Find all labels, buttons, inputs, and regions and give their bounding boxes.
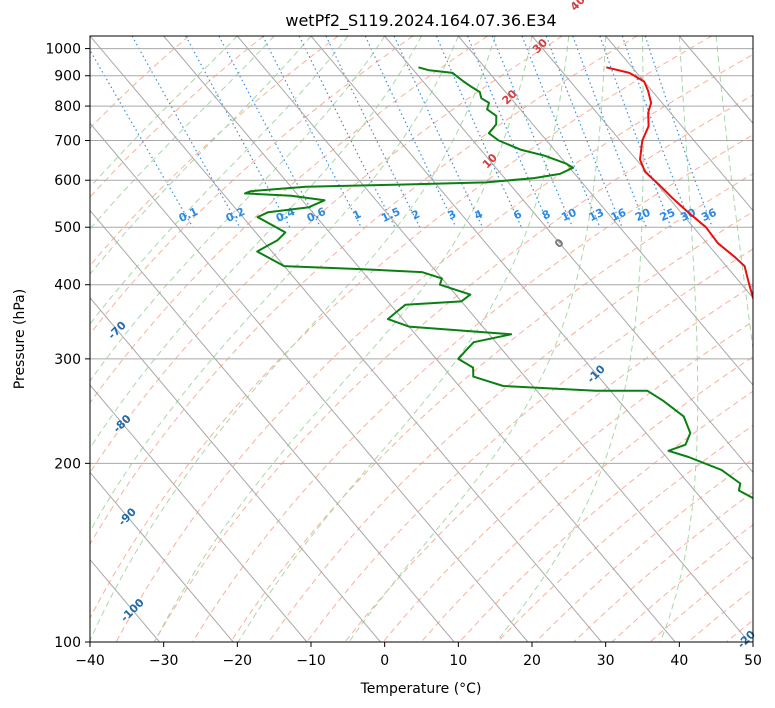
dry-adiabat — [153, 94, 753, 642]
y-tick-label: 100 — [54, 635, 81, 651]
x-tick-label: −10 — [296, 653, 326, 669]
isotherm — [90, 297, 381, 642]
x-tick-label: −30 — [149, 653, 179, 669]
y-tick-label: 700 — [54, 133, 81, 149]
mixing-ratio-line — [325, 36, 421, 228]
plot-frame — [89, 35, 754, 643]
profile-lines — [244, 66, 753, 500]
x-tick-label: 20 — [523, 653, 541, 669]
dry-adiabat — [90, 36, 190, 129]
dry-adiabat — [459, 390, 753, 642]
dry-adiabat — [192, 134, 753, 642]
y-axis: 100 200 300 400 500 600 700 800 900 1000 — [45, 42, 90, 651]
mixing-ratio-line — [572, 36, 647, 228]
dry-adiabat — [90, 36, 712, 620]
plot-area: 0.1 0.2 0.4 0.6 1 1.5 2 3 4 6 8 10 13 16 20 25 30 36-100-… — [89, 0, 758, 651]
moist-adiabat — [90, 36, 422, 450]
x-tick-label: 50 — [744, 653, 762, 669]
isotherm — [163, 36, 676, 642]
x-tick-label: 40 — [670, 653, 688, 669]
mixing-ratio-label: 36 — [699, 206, 719, 224]
dry-adiabat — [90, 36, 488, 404]
dry-adiabat — [115, 53, 753, 642]
x-tick-label: −40 — [75, 653, 105, 669]
dry-adiabat — [90, 36, 264, 198]
y-tick-label: 300 — [54, 352, 81, 368]
mixing-ratio-label: 16 — [609, 206, 629, 224]
isotherm — [90, 209, 455, 642]
dry-adiabat — [420, 356, 753, 642]
moist-adiabat — [90, 36, 459, 533]
moist-adiabat — [496, 36, 644, 642]
moist-adiabat — [90, 36, 349, 325]
mixing-ratio-line — [599, 36, 672, 228]
y-tick-label: 800 — [54, 99, 81, 115]
isotherm — [90, 122, 529, 642]
mixing-ratio-label: 10 — [559, 206, 579, 224]
y-tick-label: 500 — [54, 220, 81, 236]
y-tick-label: 900 — [54, 69, 81, 85]
chart-title: wetPf2_S119.2024.164.07.36.E34 — [285, 11, 556, 31]
y-tick-label: 1000 — [45, 42, 81, 58]
dry-adiabat — [90, 36, 638, 546]
dry-adiabat — [230, 173, 753, 642]
mixing-ratio-label: 30 — [678, 206, 698, 224]
dry-adiabat — [268, 211, 753, 642]
y-tick-label: 400 — [54, 278, 81, 294]
isotherm — [90, 36, 602, 642]
x-axis: −40 −30 −20 −10 0 10 20 30 40 50 — [75, 642, 762, 669]
x-tick-label: 30 — [597, 653, 615, 669]
isotherm — [310, 36, 753, 561]
moist-adiabat — [715, 36, 753, 353]
moist-adiabat — [237, 36, 570, 642]
moist-adiabat — [348, 36, 607, 642]
isotherm — [90, 384, 308, 642]
mixing-ratio-line — [90, 49, 194, 228]
x-tick-label: −20 — [223, 653, 253, 669]
isotherm — [457, 36, 753, 386]
isobar-gridlines — [90, 36, 753, 642]
mixing-ratio-line — [218, 36, 322, 228]
mixing-ratio-label: 13 — [587, 206, 606, 224]
y-tick-label: 600 — [54, 173, 81, 189]
dry-adiabat — [90, 36, 563, 474]
isotherm — [531, 36, 753, 299]
mixing-ratio-label: 25 — [658, 206, 677, 224]
x-tick-label: 10 — [449, 653, 467, 669]
moist-adiabat — [660, 36, 699, 642]
y-tick-label: 200 — [54, 456, 81, 472]
isotherm — [384, 36, 753, 474]
x-axis-label: Temperature (°C) — [360, 681, 482, 697]
y-axis-label: Pressure (hPa) — [12, 289, 28, 389]
x-tick-label: 0 — [380, 653, 389, 669]
dewpoint-profile — [244, 66, 753, 500]
temperature-profile — [606, 66, 753, 301]
isotherm — [90, 471, 234, 642]
isotherm — [605, 36, 753, 212]
mixing-ratio-label: 20 — [633, 206, 653, 224]
moist-adiabat — [90, 36, 312, 275]
mixing-ratio-line — [545, 36, 623, 228]
moist-adiabat — [153, 36, 533, 642]
